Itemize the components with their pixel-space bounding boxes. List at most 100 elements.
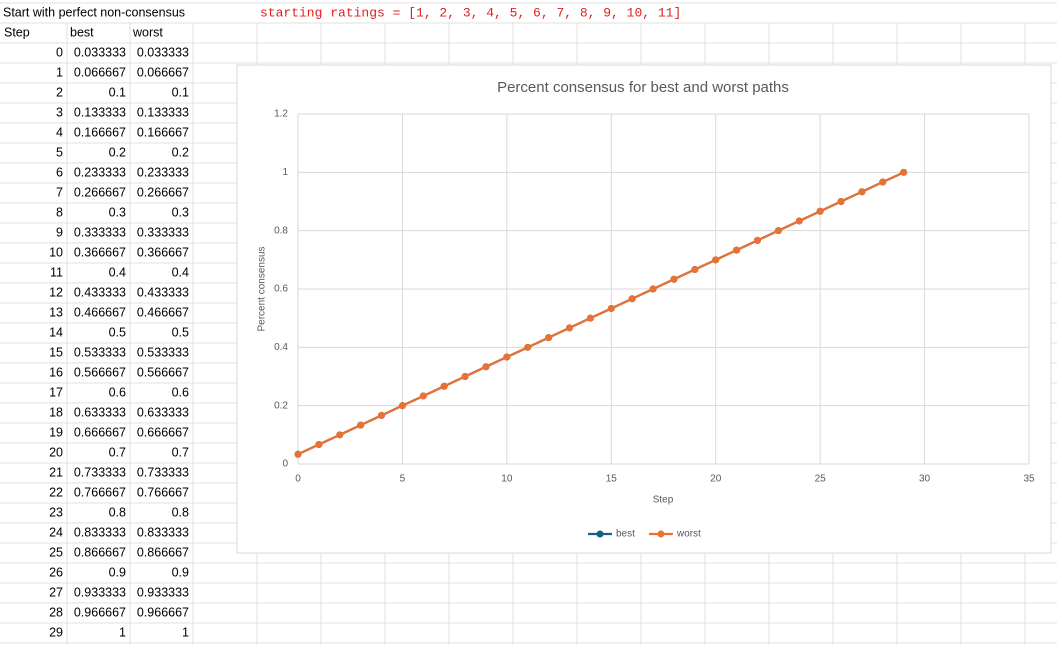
header-best: best bbox=[70, 25, 94, 39]
cell-best: 0.6 bbox=[109, 385, 126, 399]
cell-step: 26 bbox=[49, 565, 63, 579]
cell-best: 0.7 bbox=[109, 445, 126, 459]
cell-best: 0.333333 bbox=[74, 225, 126, 239]
y-tick-label: 1.2 bbox=[274, 109, 288, 120]
cell-best: 0.1 bbox=[109, 85, 126, 99]
marker bbox=[524, 343, 532, 351]
marker bbox=[816, 207, 824, 215]
cell-step: 29 bbox=[49, 625, 63, 639]
y-tick-label: 0 bbox=[282, 459, 288, 470]
marker bbox=[607, 304, 615, 312]
cell-best: 0.3 bbox=[109, 205, 126, 219]
marker bbox=[503, 353, 511, 361]
sheet-title: Start with perfect non-consensus bbox=[3, 5, 185, 19]
cell-step: 15 bbox=[49, 345, 63, 359]
cell-best: 0.433333 bbox=[74, 285, 126, 299]
cell-worst: 0.233333 bbox=[137, 165, 189, 179]
cell-best: 0.366667 bbox=[74, 245, 126, 259]
marker bbox=[795, 217, 803, 225]
cell-worst: 0.166667 bbox=[137, 125, 189, 139]
legend-marker bbox=[596, 530, 604, 538]
cell-worst: 0.5 bbox=[172, 325, 189, 339]
cell-step: 6 bbox=[56, 165, 63, 179]
cell-step: 17 bbox=[49, 385, 63, 399]
cell-step: 12 bbox=[49, 285, 63, 299]
cell-best: 0.533333 bbox=[74, 345, 126, 359]
cell-best: 0.666667 bbox=[74, 425, 126, 439]
marker bbox=[357, 421, 365, 429]
x-tick-label: 30 bbox=[919, 474, 931, 485]
cell-best: 0.633333 bbox=[74, 405, 126, 419]
x-tick-label: 15 bbox=[606, 474, 618, 485]
cell-worst: 0.766667 bbox=[137, 485, 189, 499]
cell-worst: 0.966667 bbox=[137, 605, 189, 619]
chart-box bbox=[236, 64, 1052, 554]
cell-worst: 0.033333 bbox=[137, 45, 189, 59]
cell-step: 19 bbox=[49, 425, 63, 439]
marker bbox=[691, 266, 699, 274]
cell-best: 0.5 bbox=[109, 325, 126, 339]
header-worst: worst bbox=[132, 25, 163, 39]
cell-step: 10 bbox=[49, 245, 63, 259]
cell-best: 0.2 bbox=[109, 145, 126, 159]
cell-step: 21 bbox=[49, 465, 63, 479]
cell-step: 8 bbox=[56, 205, 63, 219]
cell-best: 0.466667 bbox=[74, 305, 126, 319]
y-tick-label: 0.6 bbox=[274, 284, 288, 295]
chart-title: Percent consensus for best and worst pat… bbox=[497, 79, 789, 96]
cell-step: 2 bbox=[56, 85, 63, 99]
y-tick-label: 0.2 bbox=[274, 400, 288, 411]
cell-worst: 0.533333 bbox=[137, 345, 189, 359]
cell-worst: 0.866667 bbox=[137, 545, 189, 559]
cell-step: 25 bbox=[49, 545, 63, 559]
y-axis-label: Percent consensus bbox=[257, 246, 268, 331]
marker bbox=[900, 168, 908, 176]
cell-step: 5 bbox=[56, 145, 63, 159]
series-line bbox=[297, 171, 905, 456]
marker bbox=[733, 246, 741, 254]
cell-step: 1 bbox=[56, 65, 63, 79]
cell-worst: 0.133333 bbox=[137, 105, 189, 119]
cell-step: 0 bbox=[56, 45, 63, 59]
x-tick-label: 20 bbox=[710, 474, 722, 485]
marker bbox=[712, 256, 720, 264]
cell-best: 0.933333 bbox=[74, 585, 126, 599]
cell-best: 0.4 bbox=[109, 265, 126, 279]
x-tick-label: 10 bbox=[501, 474, 513, 485]
cell-step: 7 bbox=[56, 185, 63, 199]
cell-worst: 0.833333 bbox=[137, 525, 189, 539]
cell-worst: 0.2 bbox=[172, 145, 189, 159]
sheet-note: starting ratings = [1, 2, 3, 4, 5, 6, 7,… bbox=[260, 5, 681, 20]
cell-best: 0.8 bbox=[109, 505, 126, 519]
cell-step: 18 bbox=[49, 405, 63, 419]
cell-step: 11 bbox=[50, 265, 63, 279]
marker bbox=[545, 334, 553, 342]
x-tick-label: 25 bbox=[815, 474, 827, 485]
cell-worst: 0.3 bbox=[172, 205, 189, 219]
marker bbox=[315, 441, 323, 449]
cell-worst: 0.9 bbox=[172, 565, 189, 579]
cell-best: 0.066667 bbox=[74, 65, 126, 79]
cell-step: 13 bbox=[49, 305, 63, 319]
marker bbox=[586, 314, 594, 322]
cell-worst: 0.8 bbox=[172, 505, 189, 519]
cell-best: 0.966667 bbox=[74, 605, 126, 619]
marker bbox=[440, 382, 448, 390]
cell-step: 9 bbox=[56, 225, 63, 239]
cell-worst: 0.266667 bbox=[137, 185, 189, 199]
cell-worst: 0.633333 bbox=[137, 405, 189, 419]
cell-worst: 0.433333 bbox=[137, 285, 189, 299]
cell-worst: 0.333333 bbox=[137, 225, 189, 239]
marker bbox=[294, 450, 302, 458]
cell-worst: 0.1 bbox=[172, 85, 189, 99]
cell-worst: 0.066667 bbox=[137, 65, 189, 79]
legend-label: best bbox=[616, 529, 635, 540]
y-tick-label: 0.8 bbox=[274, 225, 288, 236]
marker bbox=[482, 363, 490, 371]
marker bbox=[336, 431, 344, 439]
header-step: Step bbox=[4, 25, 30, 39]
cell-step: 20 bbox=[49, 445, 63, 459]
x-tick-label: 5 bbox=[400, 474, 406, 485]
